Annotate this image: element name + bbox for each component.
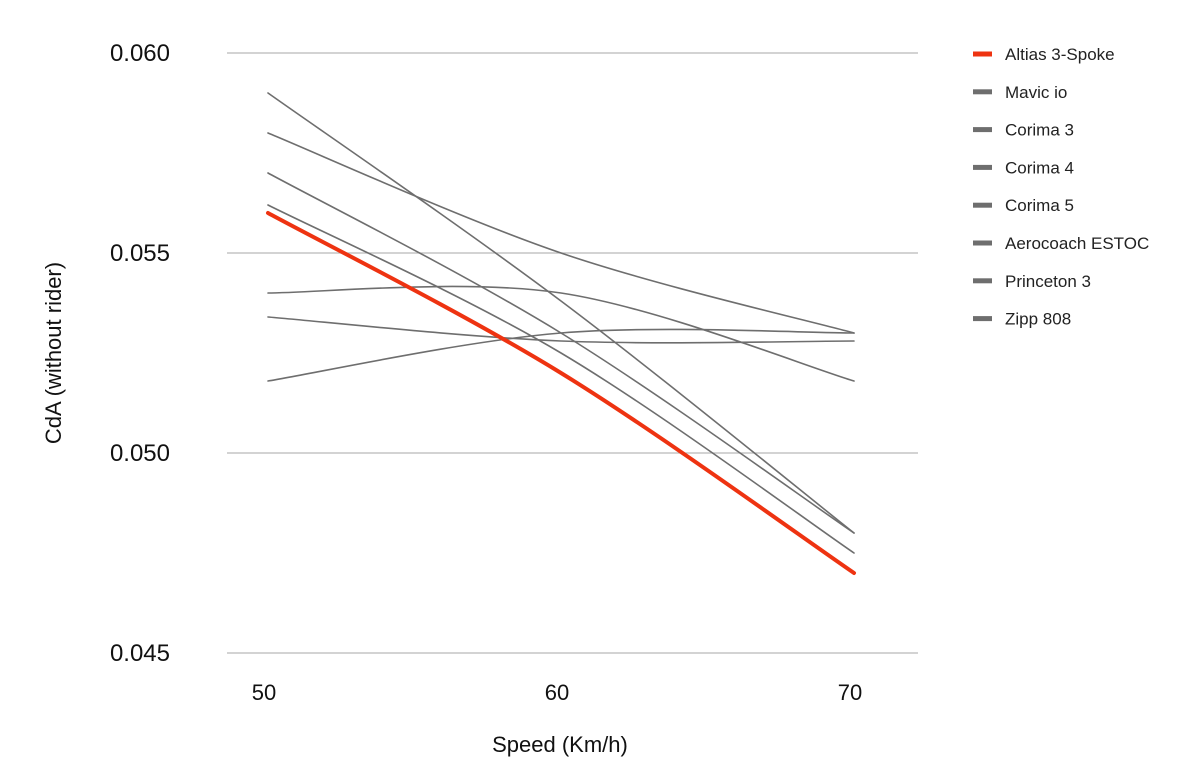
series-line-corima-3 xyxy=(267,132,855,334)
legend-label-corima-4: Corima 4 xyxy=(1005,158,1074,177)
x-axis-ticks: 50 60 70 xyxy=(252,680,862,705)
legend-swatch-altias-3-spoke xyxy=(973,51,992,57)
legend-swatch-zipp-808 xyxy=(973,316,992,322)
legend-label-princeton-3: Princeton 3 xyxy=(1005,272,1091,291)
series-line-princeton-3 xyxy=(267,316,855,344)
legend-swatch-princeton-3 xyxy=(973,278,992,284)
y-tick-label: 0.045 xyxy=(110,640,170,667)
legend-label-zipp-808: Zipp 808 xyxy=(1005,310,1071,329)
legend-swatch-corima-4 xyxy=(973,164,992,170)
series-line-altias-3-spoke xyxy=(266,211,856,575)
x-tick-label: 50 xyxy=(252,680,276,705)
y-tick-label: 0.050 xyxy=(110,440,170,467)
legend-label-corima-5: Corima 5 xyxy=(1005,196,1074,215)
legend-label-corima-3: Corima 3 xyxy=(1005,121,1074,140)
x-axis-label: Speed (Km/h) xyxy=(492,732,628,757)
y-tick-label: 0.055 xyxy=(110,240,170,267)
legend-swatch-aerocoach-estoc xyxy=(973,240,992,246)
y-axis-ticks: 0.045 0.050 0.055 0.060 xyxy=(110,40,170,667)
legend: Altias 3-Spoke Mavic io Corima 3 Corima 4 Co… xyxy=(973,45,1149,329)
series-line-zipp-808 xyxy=(267,328,855,382)
legend-label-altias-3-spoke: Altias 3-Spoke xyxy=(1005,45,1115,64)
legend-label-mavic-io: Mavic io xyxy=(1005,83,1067,102)
series-line-corima-5 xyxy=(267,204,855,554)
y-axis-label: CdA (without rider) xyxy=(41,262,66,444)
series-lines xyxy=(266,92,856,575)
x-tick-label: 60 xyxy=(545,680,569,705)
y-tick-label: 0.060 xyxy=(110,40,170,67)
gridlines xyxy=(227,52,918,654)
series-line-mavic-io xyxy=(267,92,855,534)
legend-swatch-corima-5 xyxy=(973,202,992,208)
series-line-aerocoach-estoc xyxy=(267,285,855,382)
legend-label-aerocoach-estoc: Aerocoach ESTOC xyxy=(1005,234,1149,253)
x-tick-label: 70 xyxy=(838,680,862,705)
legend-swatch-mavic-io xyxy=(973,89,992,95)
legend-swatch-corima-3 xyxy=(973,127,992,133)
